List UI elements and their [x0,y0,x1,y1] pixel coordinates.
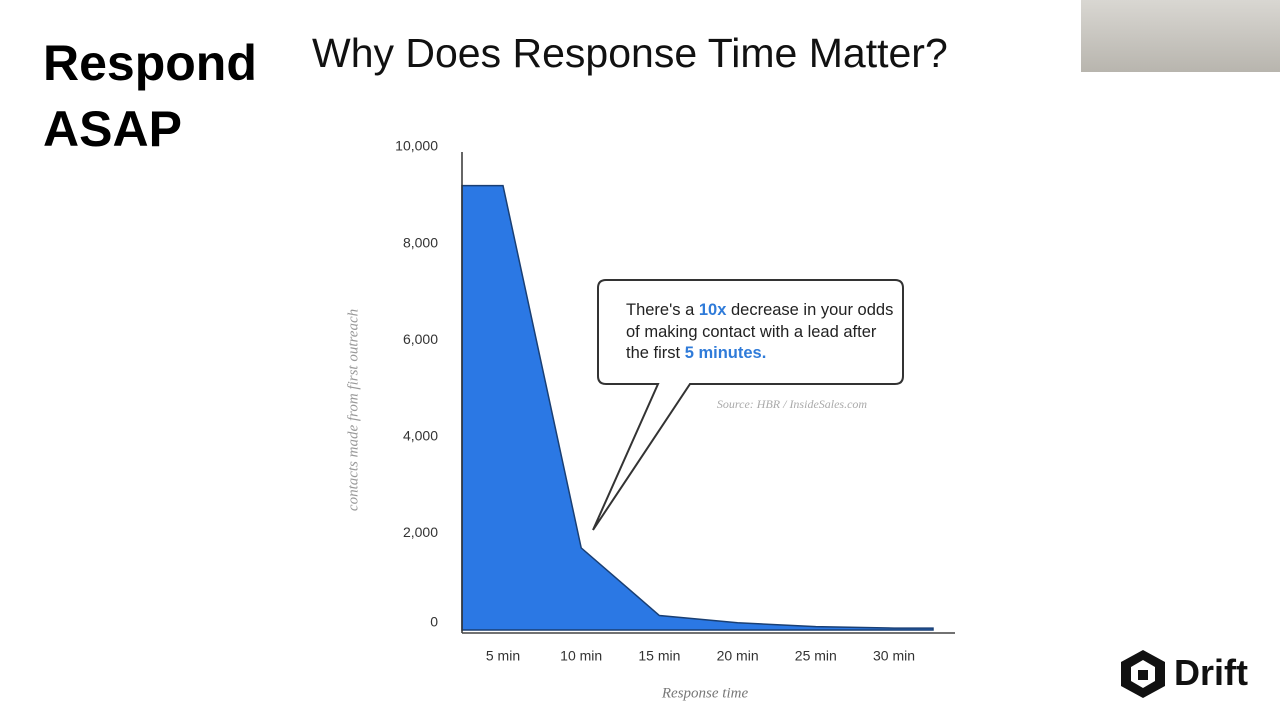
y-axis-label: contacts made from first outreach [345,309,361,511]
callout-highlight: 10x [698,301,727,319]
logo-text: Drift [1174,652,1248,693]
y-tick-label: 10,000 [395,138,438,154]
x-tick-label: 15 min [638,648,680,664]
callout-highlight: 5 minutes. [684,344,767,362]
callout-part: There's a [626,301,699,319]
callout-text: There's a 10x decrease in your odds of m… [626,300,896,365]
source-note: Source: HBR / InsideSales.com [717,397,868,411]
y-tick-label: 4,000 [403,428,438,444]
x-tick-label: 5 min [486,648,520,664]
x-tick-label: 30 min [873,648,915,664]
webcam-feed [1081,0,1280,72]
x-tick-label: 20 min [717,648,759,664]
y-tick-label: 2,000 [403,524,438,540]
y-tick-label: 8,000 [403,234,438,250]
callout-bubble [592,279,904,531]
callout-part: decrease in your odds of making contact … [626,301,894,362]
heading-line: Respond [43,35,257,91]
x-tick-label: 10 min [560,648,602,664]
x-tick-label: 25 min [795,648,837,664]
x-axis-label: Response time [661,685,749,701]
heading-line: ASAP [43,101,182,157]
slide-heading: Respond ASAP [43,30,257,162]
logo-icon [1121,650,1165,698]
y-tick-label: 6,000 [403,331,438,347]
y-tick-label: 0 [430,614,438,630]
chart-body: 0 2,000 4,000 6,000 8,000 10,000 5 min 10 min 15… [395,138,955,664]
area [461,184,934,631]
chart-title: Why Does Response Time Matter? [312,30,948,76]
